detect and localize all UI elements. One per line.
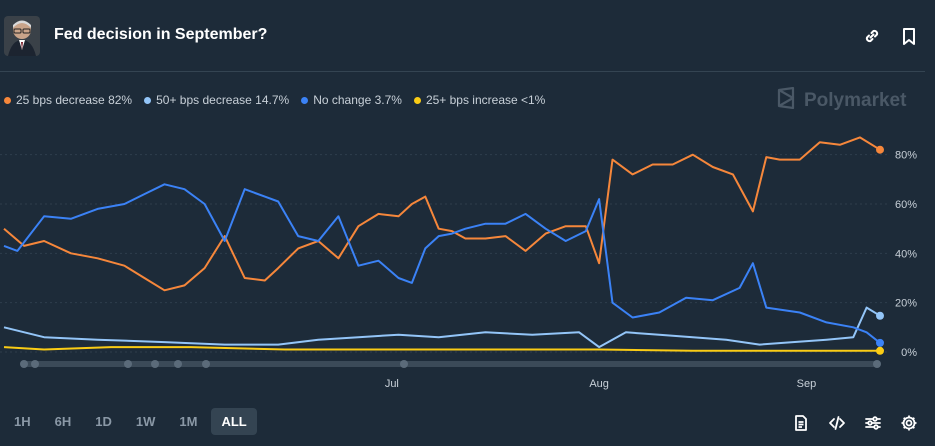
series-line	[3, 306, 881, 349]
x-tick-label: Jul	[385, 378, 399, 390]
chart-grid: 0% 20% 40% 60% 80%	[0, 150, 917, 359]
gear-icon[interactable]	[900, 414, 918, 432]
timeframe-6h-button[interactable]: 6H	[54, 414, 72, 429]
market-avatar	[4, 16, 40, 56]
document-icon[interactable]	[792, 414, 810, 432]
code-icon[interactable]	[828, 414, 846, 432]
y-tick-label: 20%	[895, 298, 917, 310]
polymarket-brand: Polymarket	[776, 86, 907, 115]
scroll-handle[interactable]	[31, 360, 39, 368]
scroll-handle[interactable]	[124, 360, 132, 368]
series-end-point	[876, 145, 884, 154]
legend-item: 25 bps decrease 82%	[4, 93, 132, 107]
timeframe-1d-button[interactable]: 1D	[95, 414, 112, 429]
series-end-point	[876, 338, 884, 347]
legend-item: No change 3.7%	[301, 93, 402, 107]
legend-dot	[301, 96, 309, 104]
timeframe-1w-button[interactable]: 1W	[135, 414, 156, 429]
sliders-icon[interactable]	[864, 414, 882, 432]
bookmark-icon[interactable]	[899, 26, 919, 46]
y-tick-label: 0%	[901, 347, 917, 359]
y-tick-label: 80%	[895, 150, 917, 162]
x-tick-label: Aug	[589, 378, 609, 390]
legend-item: 50+ bps decrease 14.7%	[144, 93, 289, 107]
scroll-handle[interactable]	[873, 360, 881, 368]
legend-label: No change 3.7%	[313, 93, 402, 107]
timeframe-selector: 1H 6H 1D 1W 1M ALL	[4, 408, 257, 435]
legend-label: 25+ bps increase <1%	[425, 93, 546, 107]
series-line	[3, 183, 881, 344]
series-line	[3, 136, 881, 292]
scroll-handle[interactable]	[174, 360, 182, 368]
x-tick-label: Sep	[797, 378, 817, 390]
scroll-handle[interactable]	[400, 360, 408, 368]
market-title: Fed decision in September?	[54, 26, 268, 43]
chart-legend: 25 bps decrease 82% 50+ bps decrease 14.…	[4, 93, 545, 107]
scroll-handle[interactable]	[151, 360, 159, 368]
scroll-handle[interactable]	[20, 360, 28, 368]
x-axis: Jul Aug Sep	[385, 378, 816, 390]
legend-label: 50+ bps decrease 14.7%	[156, 93, 290, 107]
chart-lines	[3, 136, 884, 355]
link-icon[interactable]	[862, 26, 882, 46]
timeframe-all-button[interactable]: ALL	[211, 408, 257, 435]
brand-name: Polymarket	[804, 90, 907, 111]
timeframe-1h-button[interactable]: 1H	[14, 414, 31, 429]
polymarket-logo-icon	[776, 86, 796, 115]
chart-scroll-track[interactable]	[20, 360, 881, 368]
legend-dot	[413, 96, 421, 104]
timeframe-1m-button[interactable]: 1M	[179, 414, 198, 429]
legend-item: 25+ bps increase <1%	[413, 93, 546, 107]
scroll-handle[interactable]	[202, 360, 210, 368]
probability-chart: 0% 20% 40% 60% 80% Jul Aug Sep	[0, 136, 917, 390]
y-tick-label: 60%	[895, 199, 917, 211]
series-end-point	[876, 346, 884, 355]
header-divider	[0, 71, 925, 72]
legend-dot	[144, 96, 152, 104]
y-tick-label: 40%	[895, 248, 917, 260]
legend-label: 25 bps decrease 82%	[16, 93, 133, 107]
series-line	[3, 346, 880, 352]
scroll-track[interactable]	[22, 361, 880, 367]
legend-dot	[4, 96, 11, 104]
series-end-point	[876, 311, 884, 320]
